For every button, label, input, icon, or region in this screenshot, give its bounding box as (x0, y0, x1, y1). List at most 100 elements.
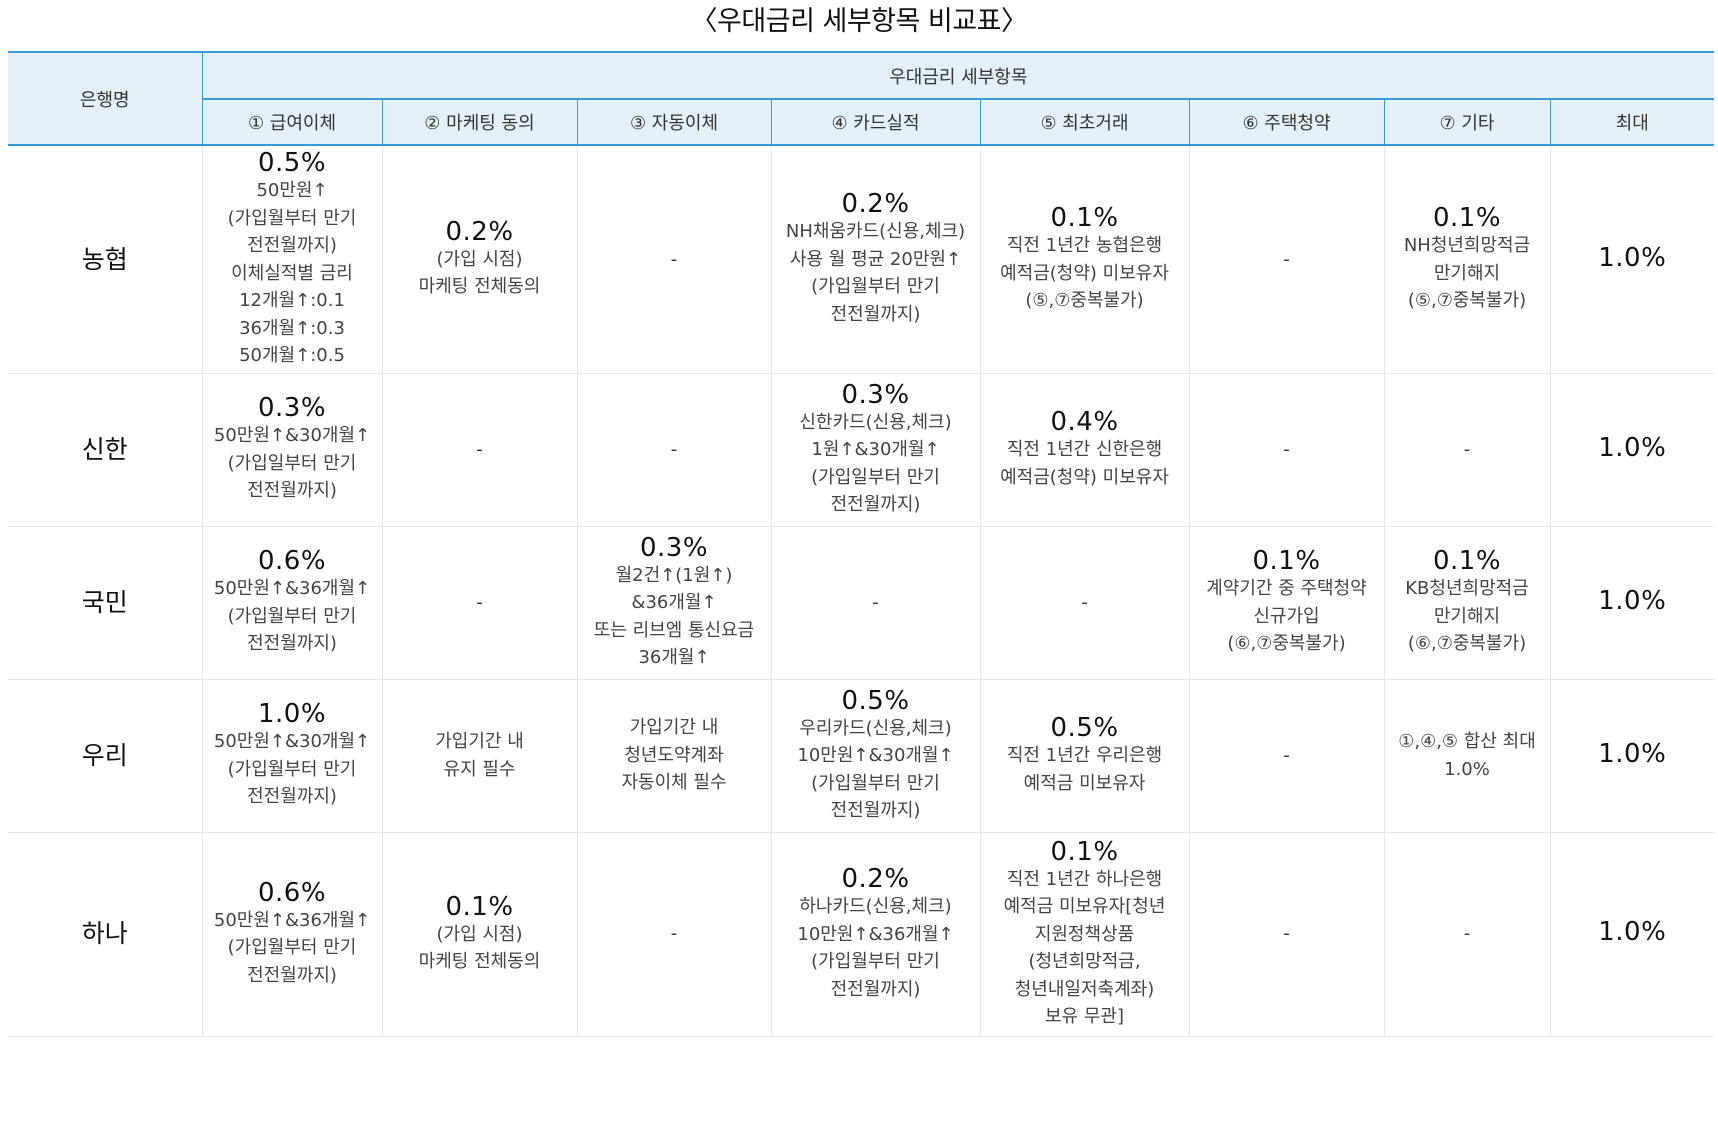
condition-text: (가입 시점) (436, 248, 523, 270)
condition-text: 신규가입 (1253, 605, 1320, 627)
benefit-cell: - (576, 373, 771, 527)
benefit-cell: 1.0% 50만원↑&30개월↑ (가입월부터 만기 전전월까지) (201, 679, 382, 833)
condition-text: 가입기간 내 (435, 731, 524, 752)
bank-name: 우리 (8, 679, 202, 833)
condition-text: 예적금(청약) 미보유자 (1000, 466, 1169, 488)
empty-dash: - (1283, 923, 1290, 945)
column-header-4: ④ 카드실적 (770, 98, 980, 146)
max-rate-value: 1.0% (1598, 432, 1667, 463)
condition-text: 1원↑&30개월↑ (811, 439, 940, 460)
condition-text: 전전월까지) (247, 235, 337, 256)
benefit-cell: 0.1% 계약기간 중 주택청약 신규가입 (⑥,⑦중복불가) (1188, 526, 1384, 680)
rate-value: 0.1% (445, 891, 514, 922)
empty-dash: - (1283, 438, 1290, 460)
rate-value: 0.4% (1050, 407, 1119, 437)
condition-text: 전전월까지) (247, 633, 337, 655)
benefit-cell: - (1188, 832, 1384, 1037)
condition-text: 가입기간 내 (629, 717, 719, 739)
condition-text: 월2건↑(1원↑) (615, 564, 733, 586)
condition-text: 직전 1년간 신한은행 (1006, 439, 1163, 460)
column-header-6: ⑥ 주택청약 (1188, 98, 1384, 146)
benefit-cell: - (1188, 373, 1384, 527)
empty-dash: - (670, 923, 678, 945)
empty-dash: - (1283, 248, 1290, 270)
condition-text: 10만원↑&30개월↑ (797, 745, 954, 766)
table-body: 농협 0.5% 50만원↑ (가입월부터 만기 전전월까지) 이체실적별 금리 12개월↑:… (8, 145, 1715, 1037)
rate-value: 0.1% (1432, 546, 1502, 577)
condition-text: 예적금 미보유자[청년 (1003, 896, 1166, 917)
max-rate-value: 1.0% (1598, 917, 1667, 948)
condition-text: (가입 시점) (436, 923, 523, 945)
condition-text: 50만원↑&30개월↑ (213, 425, 371, 447)
condition-text: 전전월까지) (247, 964, 337, 986)
empty-dash: - (872, 591, 879, 613)
empty-dash: - (476, 438, 483, 460)
column-header-8: 최대 (1549, 98, 1715, 146)
condition-text: (⑤,⑦중복불가) (1025, 290, 1144, 311)
condition-text: (가입월부터 만기 (811, 276, 940, 298)
benefit-cell: 0.6% 50만원↑&36개월↑ (가입월부터 만기 전전월까지) (201, 832, 382, 1037)
table-row: 우리 1.0% 50만원↑&30개월↑ (가입월부터 만기 전전월까지) 가입기간 내 유지… (8, 679, 1715, 833)
rate-value: 0.5% (1050, 713, 1119, 743)
condition-text: (⑥,⑦중복불가) (1227, 633, 1346, 655)
bank-name: 국민 (8, 526, 202, 680)
rate-value: 0.3% (639, 532, 709, 563)
bank-name: 하나 (8, 832, 202, 1037)
rate-value: 0.2% (841, 189, 910, 220)
condition-text: &36개월↑ (631, 592, 717, 613)
condition-text: ①,④,⑤ 합산 최대 (1398, 731, 1536, 752)
condition-text: KB청년희망적금 (1405, 578, 1529, 600)
empty-dash: - (1463, 438, 1471, 460)
condition-text: 직전 1년간 하나은행 (1006, 868, 1163, 890)
header-bank-name: 은행명 (8, 51, 202, 146)
rate-value: 0.6% (257, 546, 327, 577)
condition-text: (가입월부터 만기 (227, 207, 357, 229)
condition-text: 마케팅 전체동의 (418, 951, 541, 972)
rate-value: 0.5% (257, 148, 327, 178)
condition-text: 전전월까지) (830, 800, 921, 821)
condition-text: 만기해지 (1433, 605, 1501, 627)
condition-text: 전전월까지) (247, 786, 337, 808)
bank-name: 농협 (8, 145, 202, 374)
benefit-cell: 가입기간 내 청년도약계좌 자동이체 필수 (576, 679, 771, 833)
rate-value: 0.2% (841, 864, 910, 894)
condition-text: 50만원↑&36개월↑ (213, 578, 371, 600)
column-header-5: ⑤ 최초거래 (979, 98, 1189, 146)
max-rate-value: 1.0% (1598, 585, 1667, 616)
empty-dash: - (670, 248, 678, 270)
empty-dash: - (476, 591, 483, 613)
condition-text: 보유 무관] (1045, 1006, 1124, 1027)
benefit-cell: 0.1% 직전 1년간 하나은행 예적금 미보유자[청년 지원정책상품 (청년희망적금,… (979, 832, 1189, 1037)
bank-name: 신한 (8, 373, 202, 527)
max-rate-value: 1.0% (1598, 242, 1667, 273)
condition-text: 또는 리브엠 통신요금 (593, 619, 755, 641)
max-rate-cell: 1.0% (1549, 145, 1715, 374)
table-row: 농협 0.5% 50만원↑ (가입월부터 만기 전전월까지) 이체실적별 금리 12개월↑:… (8, 145, 1715, 374)
condition-text: (⑥,⑦중복불가) (1407, 633, 1527, 655)
benefit-cell: - (770, 526, 980, 680)
benefit-cell: ①,④,⑤ 합산 최대 1.0% (1383, 679, 1550, 833)
condition-text: NH채움카드(신용,체크) (785, 221, 966, 243)
condition-text: 계약기간 중 주택청약 (1206, 578, 1367, 600)
rate-value: 0.3% (257, 393, 327, 424)
condition-text: 예적금(청약) 미보유자 (1000, 262, 1169, 284)
rate-value: 0.1% (1432, 203, 1502, 233)
benefit-cell: - (576, 832, 771, 1037)
condition-text: 12개월↑:0.1 (239, 290, 345, 311)
benefit-cell: - (381, 526, 577, 680)
benefit-cell: 0.6% 50만원↑&36개월↑ (가입월부터 만기 전전월까지) (201, 526, 382, 680)
benefit-cell: 가입기간 내 유지 필수 (381, 679, 577, 833)
condition-text: 10만원↑&36개월↑ (797, 923, 954, 945)
max-rate-cell: 1.0% (1549, 832, 1715, 1037)
table-row: 신한 0.3% 50만원↑&30개월↑ (가입일부터 만기 전전월까지) - -0.3% 신한… (8, 373, 1715, 527)
condition-text: (가입월부터 만기 (227, 937, 357, 959)
benefit-cell: - (576, 145, 771, 374)
condition-text: NH청년희망적금 (1403, 235, 1531, 256)
column-header-1: ① 급여이체 (201, 98, 382, 146)
rate-value: 0.6% (257, 877, 327, 908)
condition-text: (⑤,⑦중복불가) (1407, 290, 1527, 311)
condition-text: 50만원↑&30개월↑ (213, 731, 371, 753)
header-group-label: 우대금리 세부항목 (201, 51, 1715, 100)
column-header-3: ③ 자동이체 (576, 98, 771, 146)
